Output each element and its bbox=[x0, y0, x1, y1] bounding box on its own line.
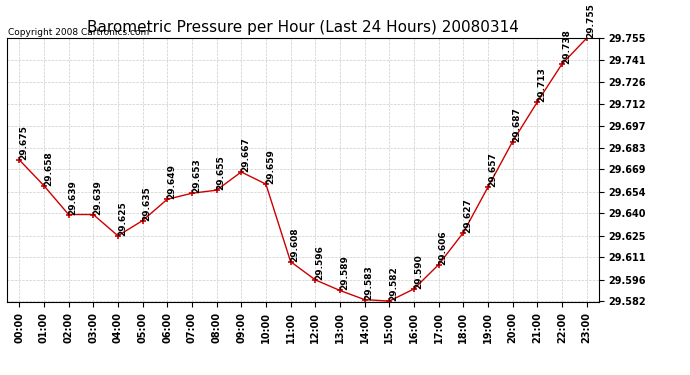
Text: 29.658: 29.658 bbox=[44, 151, 53, 186]
Title: Barometric Pressure per Hour (Last 24 Hours) 20080314: Barometric Pressure per Hour (Last 24 Ho… bbox=[87, 20, 519, 35]
Text: 29.675: 29.675 bbox=[19, 125, 28, 160]
Text: 29.659: 29.659 bbox=[266, 149, 275, 184]
Text: 29.606: 29.606 bbox=[439, 230, 448, 265]
Text: 29.608: 29.608 bbox=[290, 227, 299, 262]
Text: 29.627: 29.627 bbox=[463, 198, 472, 233]
Text: 29.583: 29.583 bbox=[364, 265, 373, 300]
Text: 29.713: 29.713 bbox=[538, 67, 546, 102]
Text: Copyright 2008 Cartronics.com: Copyright 2008 Cartronics.com bbox=[8, 28, 149, 37]
Text: 29.738: 29.738 bbox=[562, 29, 571, 64]
Text: 29.653: 29.653 bbox=[192, 159, 201, 193]
Text: 29.582: 29.582 bbox=[389, 266, 398, 301]
Text: 29.655: 29.655 bbox=[217, 156, 226, 190]
Text: 29.590: 29.590 bbox=[414, 254, 423, 289]
Text: 29.687: 29.687 bbox=[513, 107, 522, 142]
Text: 29.589: 29.589 bbox=[340, 256, 349, 291]
Text: 29.639: 29.639 bbox=[93, 180, 102, 214]
Text: 29.639: 29.639 bbox=[68, 180, 77, 214]
Text: 29.649: 29.649 bbox=[167, 164, 176, 200]
Text: 29.755: 29.755 bbox=[586, 3, 595, 38]
Text: 29.657: 29.657 bbox=[488, 152, 497, 187]
Text: 29.596: 29.596 bbox=[315, 245, 324, 280]
Text: 29.625: 29.625 bbox=[118, 201, 127, 236]
Text: 29.635: 29.635 bbox=[143, 186, 152, 220]
Text: 29.667: 29.667 bbox=[241, 137, 250, 172]
